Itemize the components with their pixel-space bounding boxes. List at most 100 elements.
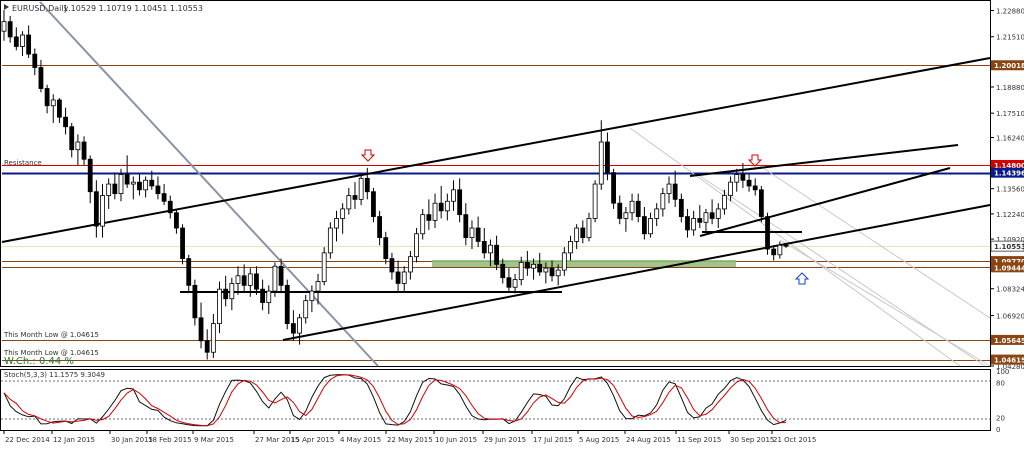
candle bbox=[346, 187, 352, 215]
candle-body bbox=[260, 288, 266, 303]
candle bbox=[321, 247, 327, 286]
x-tick-label: 30 Sep 2015 bbox=[730, 436, 774, 444]
y-tick-label: 1.17510 bbox=[996, 110, 1024, 118]
candle bbox=[50, 94, 56, 123]
candle bbox=[254, 266, 259, 295]
candle-body bbox=[457, 189, 463, 216]
candle-body bbox=[469, 227, 475, 238]
candle bbox=[174, 208, 179, 234]
candle bbox=[100, 184, 105, 238]
fan-line-4 bbox=[779, 239, 991, 367]
candle bbox=[752, 178, 758, 196]
candle bbox=[118, 168, 124, 202]
stoch-axis-label: 20 bbox=[996, 414, 1005, 422]
candle bbox=[192, 279, 198, 326]
candle bbox=[561, 247, 567, 276]
candle-body bbox=[494, 244, 499, 265]
channel-upper-line bbox=[1, 57, 991, 243]
x-tick-label: 18 Feb 2015 bbox=[148, 436, 192, 444]
y-tick-label: 1.22880 bbox=[996, 8, 1024, 16]
candle-body bbox=[722, 195, 727, 210]
candle-body bbox=[426, 214, 432, 221]
candle-body bbox=[186, 258, 192, 286]
candle bbox=[235, 266, 241, 295]
chart-header: EURUSD,Daily 1.10529 1.10719 1.10451 1.1… bbox=[4, 4, 203, 13]
x-tick-label: 10 Jun 2015 bbox=[435, 436, 477, 444]
candle bbox=[512, 273, 518, 294]
candle bbox=[130, 176, 136, 200]
candle-body bbox=[93, 191, 99, 227]
candle bbox=[229, 277, 235, 311]
y-tick-label: 1.06920 bbox=[996, 313, 1024, 321]
candle bbox=[666, 176, 672, 204]
candle-body bbox=[500, 263, 506, 279]
candle bbox=[20, 31, 25, 57]
x-tick-label: 24 Aug 2015 bbox=[626, 436, 671, 444]
candle bbox=[81, 136, 87, 165]
candle-body bbox=[106, 183, 112, 196]
candle bbox=[143, 176, 149, 198]
candle-body bbox=[1, 21, 7, 32]
price-label-box bbox=[991, 167, 1024, 178]
candle-body bbox=[728, 181, 733, 196]
candle-body bbox=[568, 241, 573, 254]
candle bbox=[494, 235, 499, 271]
candle bbox=[543, 262, 549, 284]
arrows bbox=[360, 149, 810, 285]
candle bbox=[500, 258, 506, 284]
weekly-change-label: W.Ch.: 0.44 % bbox=[4, 356, 74, 367]
candle-body bbox=[451, 189, 456, 202]
candle-body bbox=[617, 202, 623, 219]
candle-body bbox=[327, 227, 333, 254]
candle bbox=[358, 172, 364, 206]
candle bbox=[432, 193, 438, 229]
candle-body bbox=[364, 177, 370, 193]
candle-body bbox=[278, 265, 284, 286]
candle bbox=[629, 193, 635, 221]
candle-body bbox=[605, 141, 610, 174]
candle bbox=[678, 193, 684, 223]
candle bbox=[38, 59, 44, 93]
candle-body bbox=[87, 158, 93, 193]
candle-body bbox=[346, 195, 352, 210]
trendlines bbox=[1, 1, 991, 367]
candle bbox=[444, 193, 450, 221]
candle-body bbox=[703, 212, 709, 223]
candle-body bbox=[537, 263, 543, 273]
candle bbox=[697, 205, 703, 229]
candle bbox=[728, 176, 733, 202]
candle-body bbox=[291, 323, 296, 334]
candle bbox=[463, 203, 469, 246]
candle bbox=[198, 302, 204, 349]
candle-body bbox=[758, 189, 764, 217]
candle bbox=[7, 15, 13, 43]
candle bbox=[13, 27, 19, 51]
candle bbox=[617, 195, 623, 225]
candle-body bbox=[709, 212, 715, 219]
candle bbox=[580, 220, 586, 244]
candle-body bbox=[561, 252, 567, 271]
candle-body bbox=[174, 212, 179, 229]
price-label-text: 1.20018 bbox=[994, 62, 1024, 70]
candle bbox=[685, 208, 690, 238]
candle bbox=[611, 168, 616, 209]
candle-body bbox=[598, 141, 604, 185]
wedge-upper-line bbox=[689, 144, 959, 177]
candle bbox=[112, 172, 118, 200]
candle-body bbox=[771, 248, 777, 256]
candle bbox=[291, 310, 296, 341]
candle-body bbox=[210, 323, 216, 353]
candle-body bbox=[38, 67, 44, 89]
candle-body bbox=[217, 288, 222, 324]
candle bbox=[574, 224, 580, 250]
price-label-text: 1.04615 bbox=[994, 357, 1024, 365]
candle-body bbox=[167, 200, 173, 214]
candle-body bbox=[57, 99, 62, 118]
price-label-box bbox=[991, 256, 1024, 267]
y-tick-label: 1.18880 bbox=[996, 84, 1024, 92]
candle-body bbox=[672, 183, 678, 200]
candle-body bbox=[549, 267, 555, 277]
candle-body bbox=[192, 284, 198, 319]
candle bbox=[672, 170, 678, 208]
candle-body bbox=[315, 281, 321, 292]
